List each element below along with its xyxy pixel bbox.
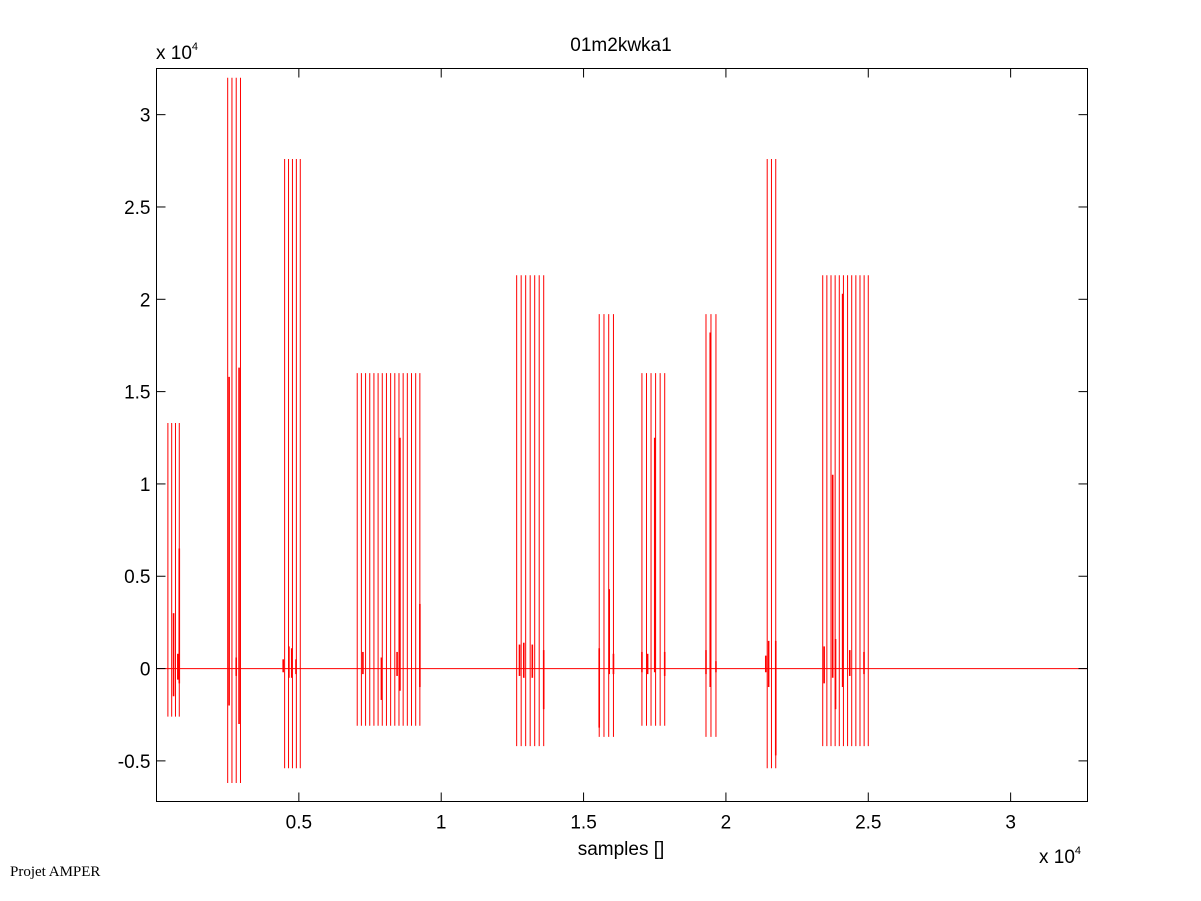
- chart-title: 01m2kwka1: [570, 35, 671, 56]
- footer-text: Projet AMPER: [10, 864, 101, 880]
- y-axis-multiplier: x 104: [156, 41, 198, 64]
- x-tick-label: 1.5: [570, 813, 596, 834]
- y-axis-ticks: -0.5 0 0.5 1 1.5 2 2.5 3: [118, 106, 1088, 773]
- signal-burst: [641, 373, 666, 726]
- y-tick-label: 2.5: [124, 198, 150, 219]
- y-tick-label: 3: [140, 106, 151, 127]
- signal-burst: [167, 422, 181, 717]
- x-axis-ticks: 0.5 1 1.5 2 2.5 3: [286, 68, 1016, 834]
- y-multiplier-base: x 10: [156, 43, 192, 64]
- y-multiplier-exponent: 4: [192, 41, 198, 53]
- signal-burst: [764, 158, 777, 769]
- x-tick-label: 2: [721, 813, 732, 834]
- signal-burst: [822, 275, 869, 747]
- plot-area: [156, 77, 1088, 784]
- x-tick-label: 2.5: [855, 813, 881, 834]
- signal-burst: [282, 158, 301, 769]
- x-multiplier-exponent: 4: [1075, 845, 1081, 857]
- y-tick-label: 0.5: [124, 567, 150, 588]
- x-axis-label: samples []: [578, 839, 665, 860]
- signal-burst: [705, 314, 717, 737]
- x-multiplier-base: x 10: [1039, 847, 1075, 868]
- y-tick-label: -0.5: [118, 752, 151, 773]
- x-tick-label: 0.5: [286, 813, 312, 834]
- y-tick-label: 0: [140, 660, 151, 681]
- signal-burst: [356, 373, 421, 726]
- y-tick-label: 2: [140, 290, 151, 311]
- x-axis-multiplier: x 104: [1039, 845, 1081, 868]
- signal-burst: [516, 275, 545, 747]
- x-tick-label: 1: [436, 813, 447, 834]
- y-tick-label: 1: [140, 475, 151, 496]
- signal-burst: [598, 314, 615, 737]
- axes-box: [156, 68, 1088, 802]
- signal-burst: [227, 77, 241, 784]
- y-tick-label: 1.5: [124, 383, 150, 404]
- x-tick-label: 3: [1005, 813, 1016, 834]
